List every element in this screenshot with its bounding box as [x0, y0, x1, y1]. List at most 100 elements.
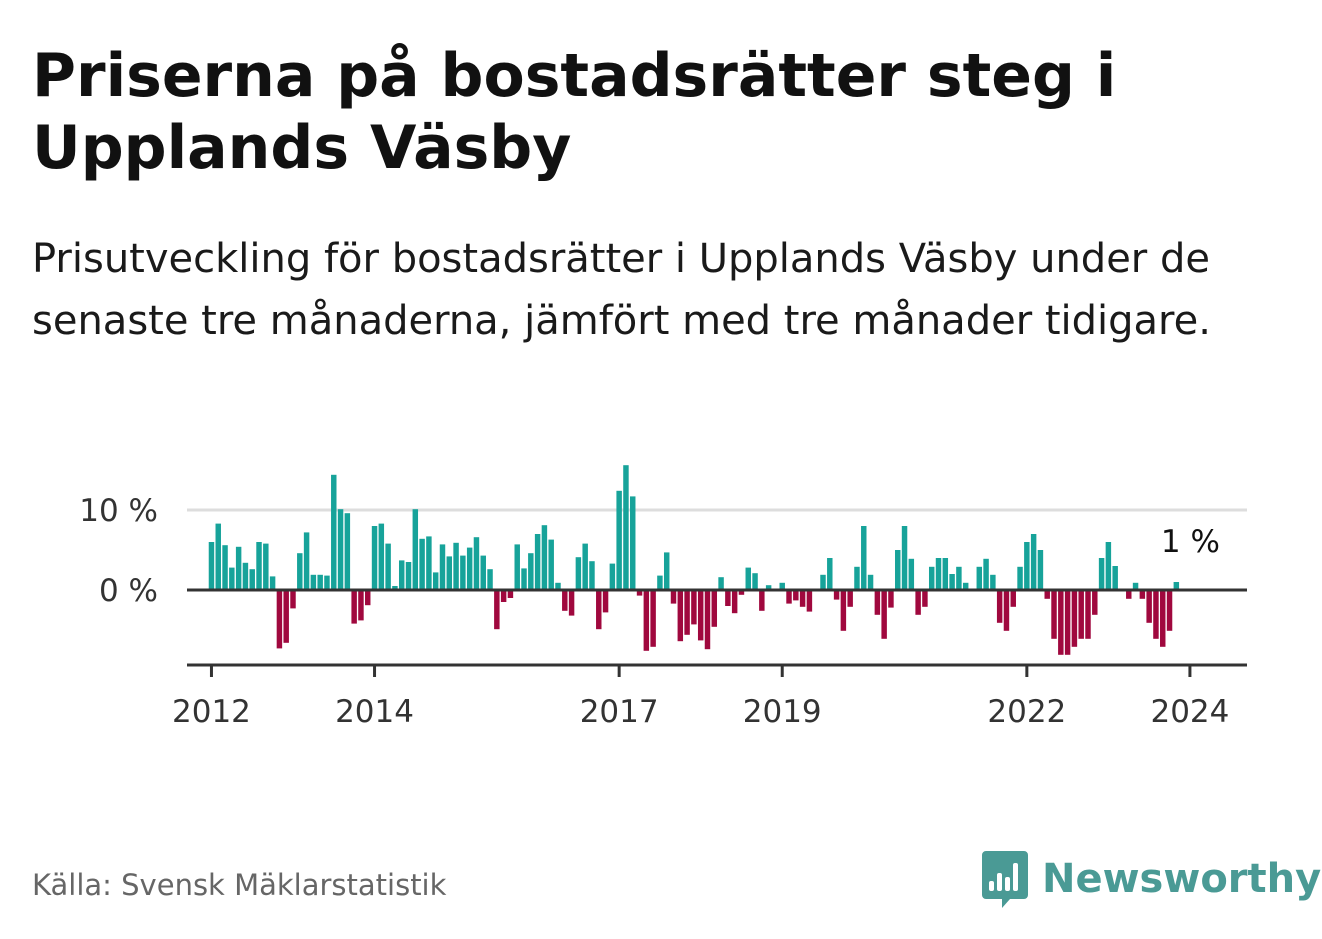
bar-negative: [725, 590, 731, 606]
bar-positive: [269, 576, 276, 590]
bar-negative: [1058, 590, 1064, 655]
y-tick-label: 0 %: [99, 573, 158, 609]
bar-positive: [575, 557, 582, 590]
x-tick-label: 2022: [987, 694, 1066, 730]
bar-negative: [738, 590, 745, 595]
bar-positive: [616, 490, 622, 590]
bar-negative: [1166, 590, 1173, 631]
brand-logo: Newsworthy: [980, 848, 1321, 910]
bar-positive: [942, 558, 949, 590]
bar-negative: [650, 590, 656, 647]
x-tick-label: 2024: [1150, 694, 1229, 730]
bar-positive: [229, 567, 235, 590]
bar-negative: [670, 590, 677, 604]
bar-positive: [480, 555, 486, 590]
bar-positive: [1173, 582, 1180, 590]
bar-positive: [256, 542, 262, 590]
bar-positive: [473, 537, 480, 590]
bar-negative: [697, 590, 704, 641]
bar-negative: [283, 590, 289, 643]
bar-negative: [833, 590, 840, 600]
bar-positive: [718, 577, 724, 590]
bar-negative: [500, 590, 507, 602]
bar-positive: [976, 566, 983, 590]
bar-negative: [1010, 590, 1016, 607]
bar-positive: [1112, 566, 1118, 590]
bar-positive: [901, 526, 908, 590]
bar-negative: [562, 590, 568, 611]
bar-positive: [582, 543, 588, 590]
bar-negative: [358, 590, 364, 621]
bar-positive: [521, 568, 527, 590]
bar-positive: [854, 566, 860, 590]
logo-bar-4: [1013, 863, 1018, 891]
bar-positive: [446, 556, 453, 590]
bar-positive: [208, 542, 215, 590]
chart-subtitle: Prisutveckling för bostadsrätter i Uppla…: [32, 236, 1211, 344]
bar-positive: [949, 574, 955, 590]
bar-negative: [568, 590, 575, 616]
bar-negative: [494, 590, 500, 630]
bar-negative: [1044, 590, 1050, 599]
bar-positive: [1024, 542, 1030, 590]
bar-negative: [874, 590, 881, 615]
bar-negative: [365, 590, 371, 606]
bar-negative: [677, 590, 684, 642]
bar-negative: [636, 590, 643, 596]
x-tick-label: 2012: [172, 694, 251, 730]
bar-negative: [1160, 590, 1166, 647]
bar-positive: [514, 544, 520, 590]
bar-positive: [263, 543, 269, 590]
bar-positive: [344, 513, 351, 590]
bar-negative: [793, 590, 799, 601]
bar-positive: [249, 569, 255, 590]
bar-positive: [331, 474, 337, 590]
bar-positive: [242, 562, 249, 590]
bar-positive: [752, 573, 758, 590]
bar-negative: [847, 590, 853, 607]
logo-bar-1: [989, 881, 994, 891]
bar-positive: [419, 538, 425, 590]
bar-positive: [487, 569, 493, 590]
bar-positive: [555, 582, 561, 590]
bar-negative: [711, 590, 718, 627]
bar-negative: [1085, 590, 1091, 639]
bar-positive: [412, 509, 419, 590]
bar-negative: [1078, 590, 1084, 639]
bar-negative: [786, 590, 792, 604]
bar-negative: [1003, 590, 1010, 631]
logo-bar-3: [1005, 877, 1010, 891]
bar-positive: [820, 574, 826, 590]
bar-positive: [385, 543, 391, 590]
bar-positive: [935, 558, 942, 590]
bar-positive: [1132, 582, 1139, 590]
bar-positive: [378, 523, 385, 590]
bar-negative: [1139, 590, 1146, 599]
newsworthy-logo-icon: [982, 851, 1028, 908]
x-tick-label: 2017: [580, 694, 659, 730]
bar-negative: [806, 590, 813, 612]
bar-positive: [466, 547, 473, 590]
bar-positive: [337, 509, 344, 590]
bar-positive: [1098, 558, 1105, 590]
logo-bar-2: [997, 873, 1002, 891]
bar-positive: [534, 534, 541, 590]
bar-positive: [303, 532, 310, 590]
bar-positive: [609, 563, 616, 590]
bar-positive: [630, 496, 636, 590]
bar-positive: [1030, 534, 1037, 590]
bar-negative: [602, 590, 609, 613]
bar-negative: [922, 590, 928, 607]
chart-title: Priserna på bostadsrätter steg i Uppland…: [32, 41, 1117, 183]
bar-positive: [1017, 566, 1023, 590]
bar-negative: [731, 590, 738, 614]
bar-positive: [371, 526, 378, 590]
bar-negative: [704, 590, 711, 650]
x-tick-label: 2019: [743, 694, 822, 730]
bar-negative: [1064, 590, 1071, 655]
bar-positive: [528, 553, 534, 590]
bar-negative: [596, 590, 602, 630]
bar-negative: [1092, 590, 1098, 615]
bar-positive: [928, 566, 935, 590]
bar-positive: [297, 553, 303, 590]
